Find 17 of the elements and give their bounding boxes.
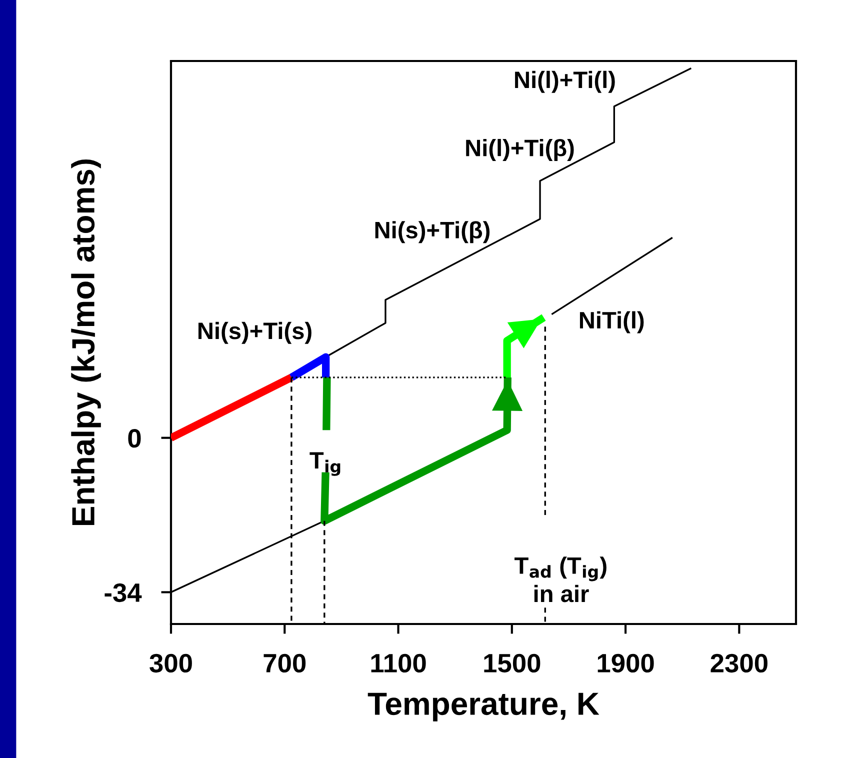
annotation: T$_{ad}$ (T$_{ig}$) in air [514,556,606,602]
x-tick-label: 1100 [371,654,426,673]
x-tick-label: 700 [264,654,306,673]
annotation: Ni(l)+Ti(β) [466,138,574,161]
x-tick-label: 2300 [710,654,768,673]
annotation: Ni(s)+Ti(s) [198,322,312,344]
annotation: Ni(s)+Ti(β) [375,221,490,244]
y-tick-label: -34 [104,583,142,602]
x-tick-label: 1500 [484,654,540,673]
x-tick-label: 1900 [598,654,654,673]
y-axis-title: Enthalpy (kJ/mol atoms) [71,159,101,525]
x-tick-label: 300 [150,654,192,673]
annotation: NiTi(l) [580,311,644,334]
x-axis-title: Temperature, K [368,692,600,722]
annotation: Ni(l)+Ti(l) [515,70,615,93]
annotation: T$_{ig}$ [310,452,340,476]
y-tick-label: 0 [128,428,141,448]
